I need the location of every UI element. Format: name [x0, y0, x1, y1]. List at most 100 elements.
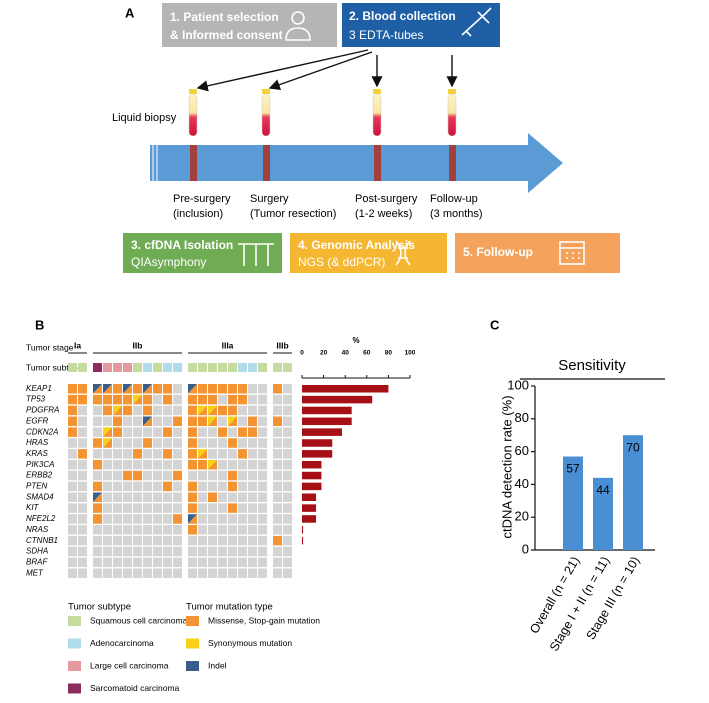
mutation-cell: [68, 394, 77, 405]
mutation-cell: [198, 416, 207, 427]
timepoint-label: Pre-surgery: [173, 193, 231, 205]
tubes: [188, 89, 457, 137]
empty-cell: [143, 427, 152, 437]
mutation-cell: [163, 384, 172, 394]
empty-cell: [258, 546, 267, 557]
empty-cell: [218, 546, 227, 557]
bar: [302, 385, 389, 393]
legend-swatch: [68, 638, 81, 649]
empty-cell: [283, 514, 292, 524]
empty-cell: [208, 535, 217, 546]
empty-cell: [113, 459, 122, 470]
empty-cell: [153, 492, 162, 502]
timepoint-label: (1-2 weeks): [355, 208, 412, 220]
mutation-cell: [188, 503, 197, 513]
mutation-cell: [113, 427, 122, 437]
empty-cell: [78, 470, 87, 481]
gene-label: CTNNB1: [26, 536, 58, 545]
mutation-cell: [143, 394, 152, 405]
bar: [302, 515, 317, 523]
empty-cell: [248, 470, 257, 481]
empty-cell: [173, 557, 182, 568]
subtype-cell: [218, 363, 227, 372]
empty-cell: [113, 546, 122, 557]
empty-cell: [123, 416, 132, 427]
bar: [302, 482, 322, 491]
empty-cell: [228, 427, 237, 437]
empty-cell: [113, 470, 122, 481]
empty-cell: [218, 568, 227, 578]
empty-cell: [78, 568, 87, 578]
mutation-cell: [78, 384, 87, 394]
empty-cell: [163, 405, 172, 416]
empty-cell: [218, 470, 227, 481]
empty-cell: [103, 459, 112, 470]
mutation-cell: [78, 449, 87, 459]
empty-cell: [163, 535, 172, 546]
step-title: 5. Follow-up: [463, 245, 533, 259]
empty-cell: [173, 568, 182, 578]
empty-cell: [258, 525, 267, 535]
empty-cell: [198, 492, 207, 502]
legend-label: Large cell carcinoma: [90, 660, 169, 670]
bar: [302, 417, 352, 426]
empty-cell: [238, 557, 247, 568]
empty-cell: [78, 438, 87, 448]
empty-cell: [123, 503, 132, 513]
empty-cell: [238, 416, 247, 427]
empty-cell: [163, 525, 172, 535]
step-subtitle: 3 EDTA-tubes: [349, 28, 423, 42]
empty-cell: [283, 405, 292, 416]
gene-label: PDGFRA: [26, 406, 59, 415]
subtype-cell: [123, 363, 132, 372]
empty-cell: [68, 535, 77, 546]
empty-cell: [103, 514, 112, 524]
gene-label: HRAS: [26, 438, 49, 447]
stage-label: IIb: [133, 340, 143, 350]
empty-cell: [123, 492, 132, 502]
empty-cell: [248, 535, 257, 546]
empty-cell: [208, 568, 217, 578]
empty-cell: [68, 492, 77, 502]
empty-cell: [123, 438, 132, 448]
empty-cell: [133, 503, 142, 513]
empty-cell: [78, 503, 87, 513]
empty-cell: [208, 514, 217, 524]
mutation-cell: [208, 492, 217, 502]
mutation-cell: [133, 384, 142, 394]
empty-cell: [143, 525, 152, 535]
empty-cell: [248, 394, 257, 405]
empty-cell: [273, 405, 282, 416]
empty-cell: [273, 427, 282, 437]
mutation-cell: [103, 394, 112, 405]
mutation-cell: [208, 416, 217, 427]
subtype-cell: [273, 363, 282, 372]
empty-cell: [113, 449, 122, 459]
empty-cell: [173, 535, 182, 546]
gene-label: ERBB2: [26, 471, 53, 480]
mutation-cell: [228, 503, 237, 513]
mutation-cell: [93, 481, 102, 492]
empty-cell: [258, 449, 267, 459]
timepoint-label: (Tumor resection): [250, 208, 336, 220]
subtype-cell: [133, 363, 142, 372]
empty-cell: [228, 568, 237, 578]
empty-cell: [153, 470, 162, 481]
empty-cell: [283, 416, 292, 427]
empty-cell: [248, 481, 257, 492]
empty-cell: [198, 546, 207, 557]
empty-cell: [248, 546, 257, 557]
legend-title: Tumor subtype: [68, 602, 131, 613]
empty-cell: [173, 481, 182, 492]
gene-label: KEAP1: [26, 384, 52, 393]
empty-cell: [143, 557, 152, 568]
empty-cell: [133, 405, 142, 416]
stage-label: IIIb: [276, 340, 288, 350]
legend-swatch: [68, 661, 81, 671]
empty-cell: [218, 557, 227, 568]
empty-cell: [248, 503, 257, 513]
empty-cell: [273, 503, 282, 513]
subtype-cell: [163, 363, 172, 372]
subtype-cell: [173, 363, 182, 372]
